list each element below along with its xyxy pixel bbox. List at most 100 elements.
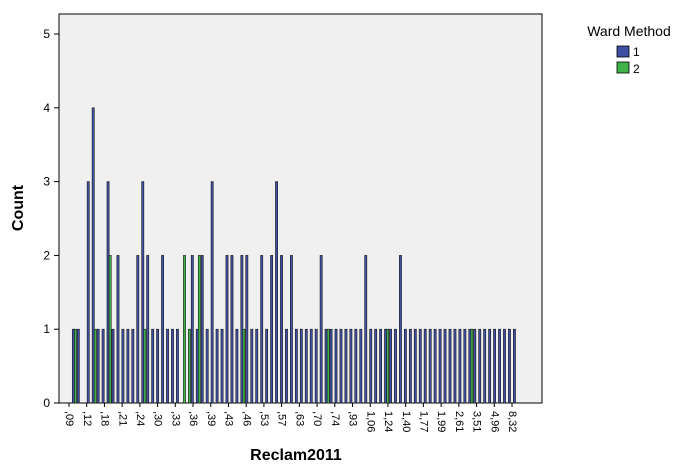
- bar-series-1-c45: [290, 255, 293, 404]
- x-tick-label: ,43: [223, 411, 235, 426]
- x-tick-label: ,39: [205, 411, 217, 426]
- bar-series-1-c77: [448, 328, 452, 404]
- x-tick-label: ,53: [258, 411, 270, 426]
- legend-title: Ward Method: [587, 23, 671, 39]
- x-tick-label: 2,61: [453, 411, 465, 432]
- y-tick-label: 0: [43, 396, 50, 410]
- x-tick-label: ,93: [347, 411, 359, 426]
- bar-series-2-c08: [108, 255, 112, 404]
- bar-series-1-c69: [408, 328, 412, 404]
- bar-series-1-c32: [225, 255, 229, 404]
- bar-series-1-c38: [255, 328, 259, 404]
- y-tick-label: 3: [43, 175, 50, 189]
- bar-series-1-c37: [250, 328, 254, 404]
- bar-series-1-c16: [146, 255, 150, 404]
- bar-series-1-c82: [473, 328, 477, 404]
- bar-series-1-c47: [299, 328, 303, 404]
- bar-series-1-c83: [478, 328, 482, 404]
- bar-series-1-c78: [453, 328, 457, 404]
- bar-series-1-c66: [394, 328, 397, 404]
- x-axis-label: Reclam2011: [250, 447, 342, 464]
- bar-series-1-c86: [493, 328, 497, 404]
- bars-layer: [71, 107, 516, 404]
- bar-series-1-c53: [329, 328, 333, 404]
- bar-series-1-c39: [260, 255, 264, 404]
- x-tick-label: 3,51: [471, 411, 483, 432]
- bar-series-1-c31: [220, 328, 224, 404]
- bar-series-1-c51: [319, 255, 323, 404]
- bar-series-1-c68: [403, 328, 407, 404]
- bar-series-1-c41: [270, 255, 274, 404]
- x-tick-label: ,12: [81, 411, 93, 426]
- legend-label-series-1: 1: [633, 45, 640, 59]
- bar-series-1-c65: [389, 328, 392, 404]
- y-tick-label: 2: [43, 248, 50, 262]
- bar-series-1-c02: [76, 328, 80, 404]
- bar-series-1-c28: [205, 328, 209, 404]
- x-tick-label: ,46: [240, 411, 252, 426]
- bar-series-1-c72: [423, 328, 427, 404]
- bar-series-1-c87: [498, 328, 501, 404]
- bar-series-2-c24: [188, 328, 191, 404]
- bar-series-1-c33: [230, 255, 234, 404]
- bar-series-1-c43: [280, 255, 283, 404]
- bar-series-1-c22: [176, 328, 179, 404]
- bar-series-1-c70: [413, 328, 417, 404]
- bar-series-2-c35: [242, 328, 246, 404]
- bar-series-1-c10: [116, 255, 120, 404]
- legend-swatch-series-2: [616, 61, 630, 74]
- bar-series-1-c55: [339, 328, 343, 404]
- bar-series-1-c25: [190, 255, 194, 404]
- bar-series-1-c27: [200, 255, 204, 404]
- bar-series-1-c54: [334, 328, 338, 404]
- bar-series-1-c49: [309, 328, 313, 404]
- x-tick-label: 1,06: [364, 411, 376, 432]
- x-tick-label: ,24: [134, 411, 146, 426]
- bar-series-1-c75: [438, 328, 442, 404]
- bar-series-1-c20: [166, 328, 169, 404]
- bar-series-1-c73: [428, 328, 432, 404]
- bar-series-1-c61: [369, 328, 373, 404]
- bar-series-2-c81: [470, 328, 474, 404]
- y-tick-label: 5: [43, 27, 50, 41]
- x-tick-label: ,09: [63, 411, 75, 426]
- legend-swatch-series-1: [616, 45, 630, 58]
- x-tick-label: 8,32: [506, 411, 518, 432]
- bar-series-1-c89: [508, 328, 511, 404]
- bar-series-1-c07: [101, 328, 105, 404]
- bar-series-1-c19: [161, 255, 164, 404]
- x-tick-label: 1,99: [435, 411, 447, 432]
- x-tick-label: ,21: [116, 411, 128, 426]
- bar-series-1-c71: [418, 328, 422, 404]
- bar-series-1-c34: [235, 328, 239, 404]
- bar-series-2-c05: [93, 328, 97, 404]
- bar-series-1-c84: [483, 328, 487, 404]
- bar-series-1-c88: [503, 328, 506, 404]
- legend: Ward Method 1 2: [587, 23, 671, 76]
- bar-series-1-c50: [314, 328, 318, 404]
- bar-series-1-c21: [171, 328, 174, 404]
- bar-series-1-c56: [344, 328, 348, 404]
- bar-series-1-c14: [136, 255, 140, 404]
- x-tick-label: ,74: [329, 411, 341, 426]
- bar-series-1-c90: [513, 328, 516, 404]
- bar-series-2-c64: [386, 328, 390, 404]
- x-tick-label: ,30: [152, 411, 164, 426]
- bar-series-1-c46: [294, 328, 298, 404]
- x-tick-label: ,57: [276, 411, 288, 426]
- y-axis-label: Count: [10, 184, 27, 231]
- bar-series-1-c04: [86, 181, 90, 404]
- bar-series-1-c63: [379, 328, 383, 404]
- y-tick-label: 1: [43, 322, 50, 336]
- bar-series-2-c23: [183, 255, 186, 404]
- axis-layer: 0 1 2 3 4 5 ,09 ,12 ,18 ,21 ,24 ,30 ,33 ,36 ,39 ,43 ,46,…: [43, 27, 518, 432]
- x-tick-label: ,70: [311, 411, 323, 426]
- bar-series-1-c12: [126, 328, 130, 404]
- bar-series-1-c05: [91, 107, 95, 404]
- bar-series-1-c13: [131, 328, 135, 404]
- bar-series-1-c76: [443, 328, 447, 404]
- bar-series-1-c06: [96, 328, 100, 404]
- x-tick-label: ,33: [169, 411, 181, 426]
- bar-series-1-c15: [141, 181, 145, 404]
